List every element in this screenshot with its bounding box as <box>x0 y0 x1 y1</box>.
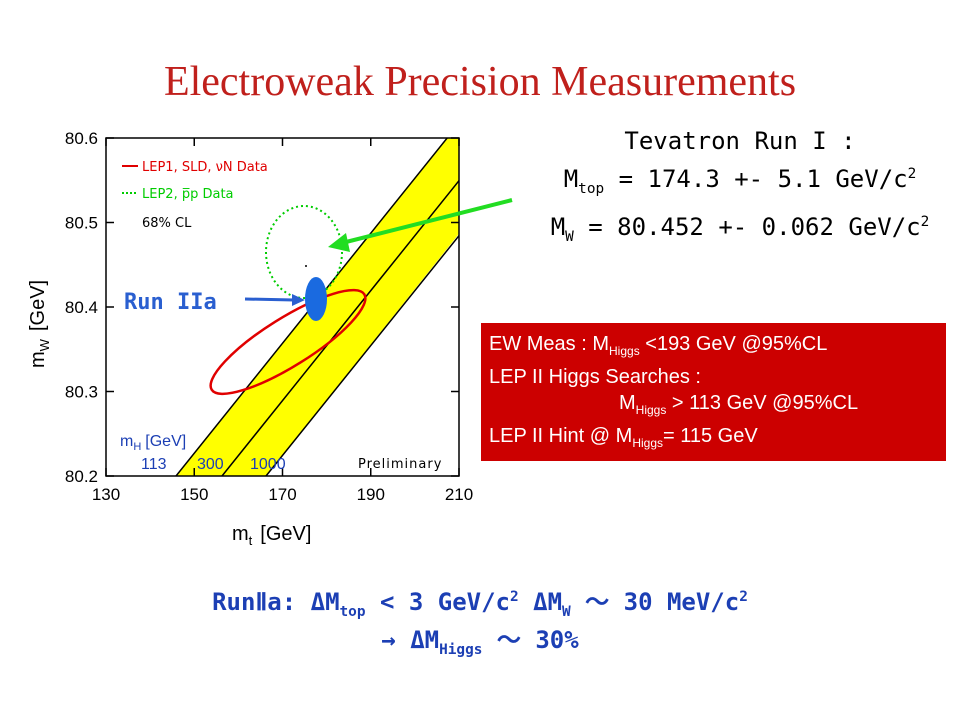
page-title: Electroweak Precision Measurements <box>163 59 797 105</box>
y-axis-ticks: 80.2 80.3 80.4 80.5 80.6 <box>65 129 459 486</box>
cl-label: 68% CL <box>142 216 192 231</box>
ew-meas-line: EW Meas : MHiggs <193 GeV @95%CL <box>489 333 828 358</box>
x-axis-label: mt [GeV] <box>232 523 311 548</box>
higgs-axis-label: mH [GeV] <box>120 433 186 453</box>
tevatron-results: Tevatron Run I : Mtop = 174.3 +- 5.1 GeV… <box>520 125 960 254</box>
x-tick-label: 210 <box>445 485 473 504</box>
run-iia-arrow <box>244 297 295 302</box>
run2a-blob <box>305 277 327 321</box>
legend-label-lep2: LEP2, p̅p Data <box>142 187 234 202</box>
y-tick-label: 80.6 <box>65 129 98 148</box>
y-tick-label: 80.4 <box>65 298 98 317</box>
higgs-value-1000: 1000 <box>250 456 286 473</box>
lep1-contour <box>209 288 367 396</box>
x-tick-label: 130 <box>92 485 120 504</box>
legend: LEP1, SLD, νN Data LEP2, p̅p Data 68% CL <box>122 160 268 231</box>
preliminary-label: Preliminary <box>358 457 442 472</box>
y-tick-label: 80.5 <box>65 214 98 233</box>
higgs-constraints-box: EW Meas : MHiggs <193 GeV @95%CL LEP II … <box>481 323 946 461</box>
tevatron-pointer-arrowhead <box>328 233 350 252</box>
x-tick-label: 170 <box>268 485 296 504</box>
tevatron-mtop: Mtop = 174.3 +- 5.1 GeV/c2 <box>563 165 917 197</box>
x-axis-ticks: 130 150 170 190 210 <box>92 138 473 504</box>
y-axis-label: mW[GeV] <box>27 280 52 368</box>
lep2-contour <box>265 205 343 299</box>
x-tick-label: 150 <box>180 485 208 504</box>
x-tick-label: 190 <box>357 485 385 504</box>
lep2-hint-line: LEP II Hint @ MHiggs= 115 GeV <box>489 425 758 450</box>
lep2-center-dot <box>305 265 307 267</box>
legend-label-lep1: LEP1, SLD, νN Data <box>142 160 268 175</box>
run-iia-arrowhead <box>292 294 305 306</box>
higgs-value-113: 113 <box>141 456 167 473</box>
y-tick-label: 80.3 <box>65 383 98 402</box>
tevatron-pointer-arrow <box>341 198 513 245</box>
tevatron-heading: Tevatron Run I : <box>624 127 856 155</box>
run2a-projection-line1: RunⅡa: ΔMtop < 3 GeV/c2 ΔMW 〜 30 MeV/c2 <box>212 588 748 620</box>
y-tick-label: 80.2 <box>65 467 98 486</box>
higgs-limit-line: MHiggs > 113 GeV @95%CL <box>619 392 859 417</box>
tevatron-mw: MW = 80.452 +- 0.062 GeV/c2 <box>550 212 930 245</box>
lep2-searches-line: LEP II Higgs Searches : <box>489 366 701 388</box>
higgs-value-300: 300 <box>197 456 224 473</box>
run-iia-label: Run IIa <box>124 290 217 315</box>
run2a-projection-line2: → ΔMHiggs 〜 30% <box>381 626 579 658</box>
